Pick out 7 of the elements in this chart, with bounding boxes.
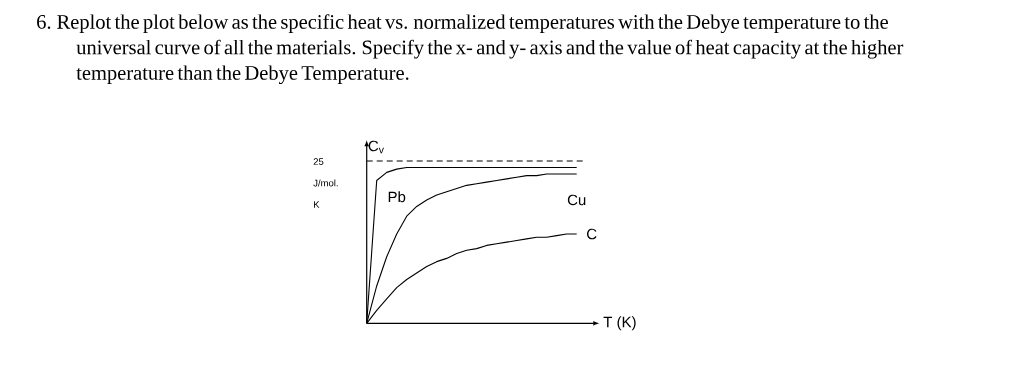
series-label: Cu: [567, 194, 586, 206]
series-label: Pb: [388, 191, 406, 203]
chart-title: 6. Replot the plot below as the specific heat vs. normalized temperatures with the Debye temperature to the universal curve of all the materials. Specify the x- and y- axis and the value of heat capacity at the higher temperature than the Debye Temperature.: [37, 14, 904, 85]
series-label: C: [587, 228, 597, 240]
x-axis-title: T (K): [603, 316, 636, 331]
y-axis-title: C$_{v}$: [368, 140, 384, 154]
text: 25 J/mol. K: [313, 158, 338, 208]
